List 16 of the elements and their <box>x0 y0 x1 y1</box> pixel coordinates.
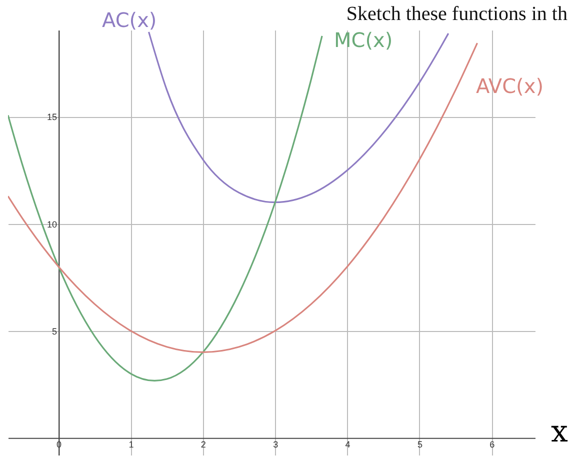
x-tick-label: 5 <box>417 439 422 450</box>
y-tick-label: 15 <box>47 112 58 122</box>
x-tick-label: 1 <box>128 439 134 450</box>
y-tick-label: 5 <box>52 326 58 336</box>
x-tick-label: 2 <box>200 439 206 450</box>
x-axis-title: x <box>551 414 568 450</box>
x-tick-label: 4 <box>345 439 350 450</box>
chart-title: Sketch these functions in th <box>346 3 568 25</box>
annotation: MC(x) <box>333 28 394 52</box>
y-tick-label: 10 <box>47 219 58 230</box>
annotation: AVC(x) <box>475 74 544 98</box>
line-series <box>8 35 323 382</box>
annotation: AC(x) <box>101 8 158 32</box>
x-tick-label: 6 <box>490 439 495 450</box>
line-series <box>148 31 450 204</box>
x-tick-label: 3 <box>273 439 278 450</box>
